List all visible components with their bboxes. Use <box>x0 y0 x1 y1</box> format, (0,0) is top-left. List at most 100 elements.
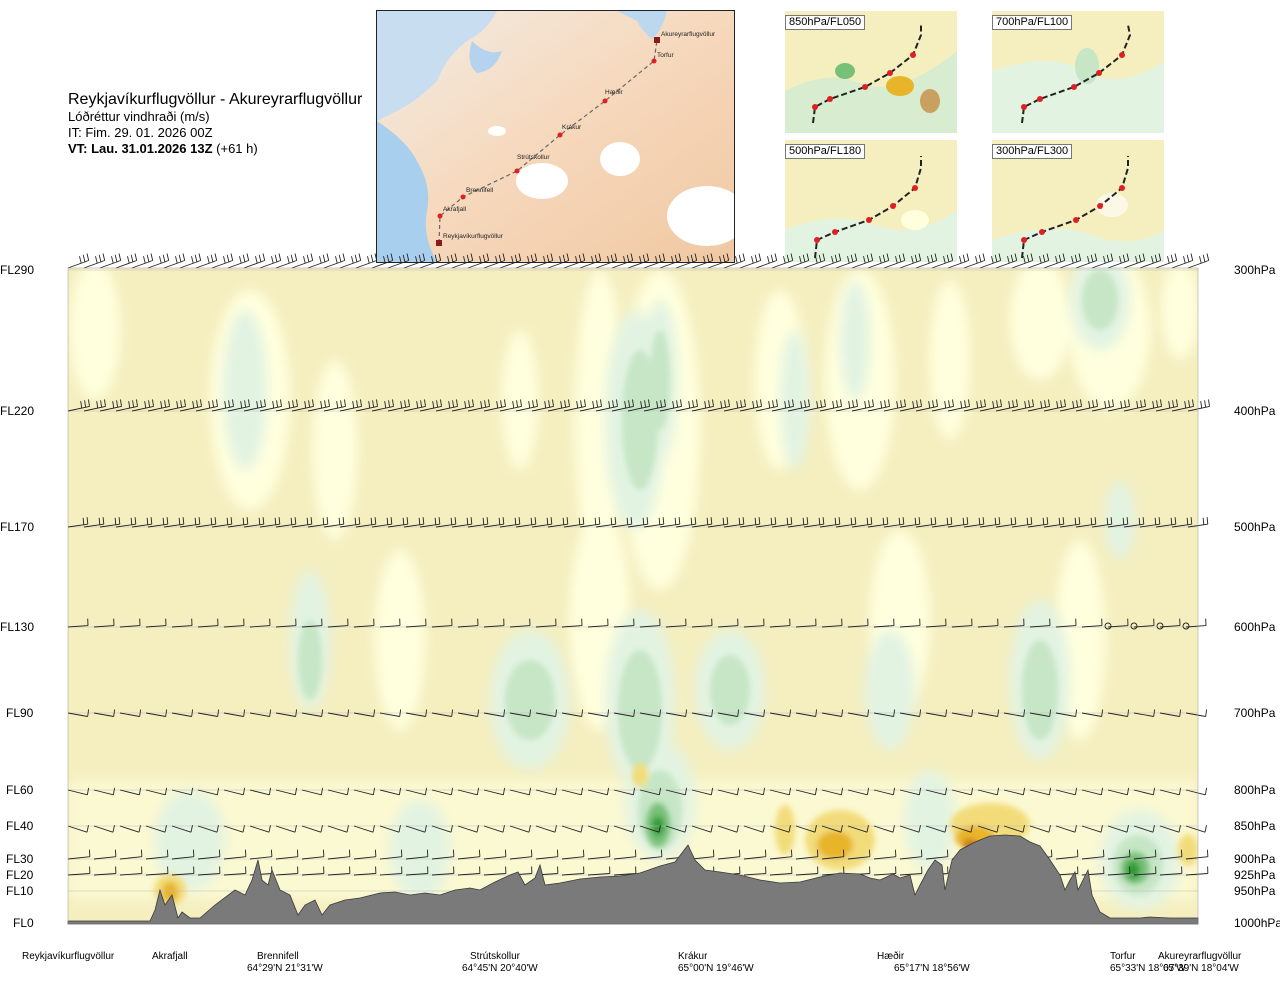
wind-barb <box>307 253 330 269</box>
location-haedir: Hæðir 65°17'N 18°56'W <box>877 951 970 975</box>
fl-label-fl60: FL60 <box>6 783 34 797</box>
wind-barb <box>119 866 143 876</box>
wind-barb <box>145 866 169 876</box>
wind-barb <box>739 399 762 412</box>
wind-barb <box>771 517 793 528</box>
map-label-krakur: Krákur <box>562 124 582 131</box>
wind-barb <box>977 866 1001 876</box>
wind-barb <box>275 399 298 412</box>
wind-barb <box>795 825 817 833</box>
wind-barb <box>243 399 266 412</box>
wind-barb <box>431 787 454 796</box>
location-akureyri-name: Akureyrarflugvöllur <box>1158 951 1242 962</box>
wind-barb <box>977 825 999 833</box>
wind-barb <box>665 787 688 796</box>
wind-barb <box>171 849 195 860</box>
location-akrafjall-name: Akrafjall <box>152 951 188 962</box>
wind-barb <box>1133 849 1157 860</box>
location-reykjavik: Reykjavíkurflugvöllur <box>22 951 114 963</box>
hpa-label-950hpa: 950hPa <box>1234 884 1276 898</box>
wind-barb <box>579 399 602 412</box>
wind-barb <box>515 517 537 528</box>
wind-barb <box>951 825 973 833</box>
wind-barb <box>275 253 298 269</box>
wind-barb <box>851 517 873 528</box>
wind-barb <box>499 399 522 412</box>
wind-barb <box>457 709 480 717</box>
wind-barb <box>743 618 765 628</box>
wind-barb <box>509 787 532 796</box>
wind-barb <box>249 787 272 796</box>
wind-barb <box>925 787 948 796</box>
wind-barb <box>99 517 121 528</box>
wind-barb <box>483 399 506 412</box>
wind-barb <box>873 787 896 796</box>
wind-barb <box>249 849 273 860</box>
wind-barb <box>353 866 377 876</box>
wind-barb <box>327 618 349 628</box>
panel-850hpa: 850hPa/FL050 <box>785 11 957 133</box>
wind-barb <box>873 825 895 833</box>
hpa-label-400hpa: 400hPa <box>1234 404 1276 418</box>
wind-barb <box>483 517 505 528</box>
wind-barb <box>795 849 819 860</box>
wind-barb <box>499 517 521 528</box>
wind-barb <box>821 849 845 860</box>
wind-barb <box>457 825 479 833</box>
wind-barb <box>951 709 974 717</box>
wind-barb <box>847 618 869 628</box>
wind-barb <box>883 517 905 528</box>
wind-barb <box>613 618 635 628</box>
wind-barb <box>171 825 193 833</box>
map-label-strutskollur: Strútskollur <box>517 154 550 161</box>
wind-barb <box>899 399 922 412</box>
wind-barb <box>899 709 922 717</box>
wind-barb <box>717 709 740 717</box>
wind-barb <box>821 618 843 628</box>
wind-barb <box>691 825 713 833</box>
wind-barbs <box>67 253 1210 876</box>
wind-barb <box>931 517 953 528</box>
wind-barb <box>93 618 115 628</box>
wind-barb <box>67 866 91 876</box>
wind-barb <box>223 787 246 796</box>
wind-barb <box>561 618 583 628</box>
wind-barb <box>83 517 105 528</box>
wind-barb <box>951 787 974 796</box>
wind-barb <box>197 787 220 796</box>
valid-time-main: VT: Lau. 31.01.2026 13Z <box>68 141 213 156</box>
hpa-label-800hpa: 800hPa <box>1234 783 1276 797</box>
wind-barb <box>639 866 663 876</box>
wind-barb <box>379 866 403 876</box>
hpa-label-1000hpa: 1000hPa <box>1234 916 1280 930</box>
wind-barb <box>67 399 90 412</box>
wind-barb <box>627 517 649 528</box>
wind-barb <box>163 399 186 412</box>
wind-barb <box>1107 709 1130 717</box>
wind-barb <box>435 517 457 528</box>
wind-barb <box>67 849 91 860</box>
wind-barb <box>1059 517 1081 528</box>
wind-barb <box>643 399 666 412</box>
wind-barb <box>665 825 687 833</box>
wind-barb <box>1003 709 1026 717</box>
wind-barb <box>1055 866 1079 876</box>
hpa-label-700hpa: 700hPa <box>1234 706 1276 720</box>
wind-barb <box>963 399 986 412</box>
hpa-label-925hpa: 925hPa <box>1234 868 1276 882</box>
location-akureyri-coords: 65°39'N 18°04'W <box>1163 963 1239 974</box>
wind-barb <box>561 849 585 860</box>
wind-barb <box>405 866 429 876</box>
wind-barb <box>587 787 610 796</box>
wind-barb <box>301 618 323 628</box>
fl-label-fl30: FL30 <box>6 852 34 866</box>
wind-barb <box>563 399 586 412</box>
wind-barb <box>563 517 585 528</box>
wind-barb <box>353 709 376 717</box>
wind-barb <box>951 618 973 628</box>
wind-barb <box>195 517 217 528</box>
level-gridlines <box>68 269 1198 924</box>
wind-barb <box>1159 709 1182 717</box>
location-torfur-name: Torfur <box>1110 951 1136 962</box>
wind-barb <box>1159 825 1181 833</box>
